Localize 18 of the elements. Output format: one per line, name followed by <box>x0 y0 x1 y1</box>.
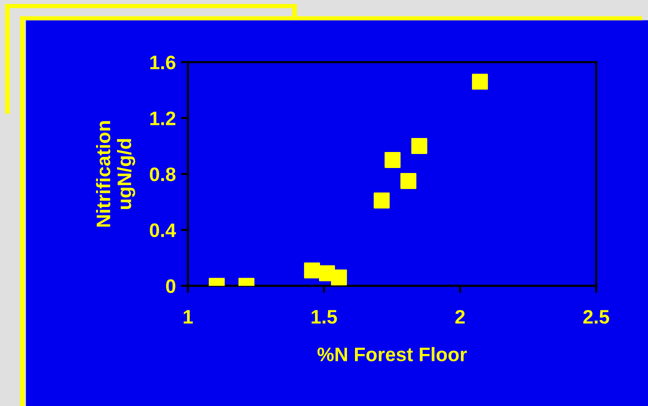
y-axis-title: Nitrification ugN/g/d <box>96 121 136 227</box>
y-tick-label: 0 <box>166 279 176 294</box>
point <box>472 74 488 90</box>
point <box>384 152 401 168</box>
point <box>304 262 320 278</box>
y-tick-label: 1.6 <box>150 56 176 70</box>
y-tick-label: 0.8 <box>150 167 176 182</box>
x-axis-title: %N Forest Floor <box>317 347 467 362</box>
y-tick-label: 1.2 <box>150 112 176 126</box>
x-tick-label: 1.5 <box>312 310 337 324</box>
point <box>374 192 390 209</box>
x-tick-label: 2.5 <box>583 310 610 324</box>
point <box>411 138 428 154</box>
point <box>400 172 416 189</box>
point <box>330 269 347 286</box>
x-tick-label: 1 <box>184 310 193 324</box>
y-tick-label: 0.4 <box>150 223 176 238</box>
x-tick-label: 2 <box>455 310 465 324</box>
